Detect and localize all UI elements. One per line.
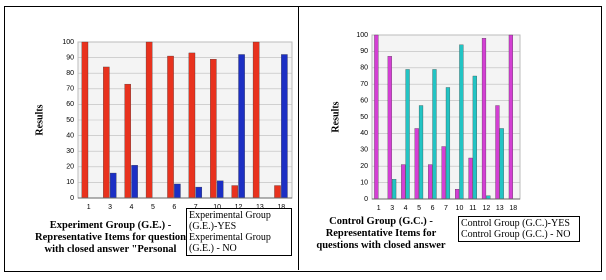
x-tick-label: 1	[377, 205, 381, 212]
y-tick-label: 30	[360, 147, 368, 154]
y-axis-label: Results	[330, 101, 341, 132]
x-axis-title: Experiment Group (G.E.) - Representative…	[35, 220, 186, 255]
y-tick-label: 50	[360, 114, 368, 121]
y-tick-label: 70	[66, 86, 74, 93]
bar	[401, 164, 406, 200]
bar	[414, 128, 419, 200]
bar	[216, 180, 224, 199]
x-tick-label: 13	[496, 205, 504, 212]
y-tick-label: 30	[66, 148, 74, 155]
bar	[81, 41, 89, 199]
bar	[103, 66, 110, 199]
x-tick-label: 6	[431, 205, 435, 212]
bar	[392, 179, 397, 200]
bar	[174, 183, 181, 199]
bar	[231, 185, 238, 199]
x-tick-label: 7	[194, 204, 198, 211]
legend-entry: Control Group (G.C.) - NO	[461, 229, 577, 240]
bar	[472, 75, 477, 200]
bar	[374, 34, 379, 200]
y-tick-label: 0	[70, 195, 74, 202]
x-tick-label: 12	[482, 205, 490, 212]
bar	[481, 38, 487, 200]
x-tick-label: 3	[390, 205, 394, 212]
legend: Experimental Group (G.E.)-YES Experimenta…	[186, 208, 292, 256]
y-tick-label: 20	[360, 163, 368, 170]
bar	[188, 52, 196, 199]
bar	[508, 34, 513, 200]
bar	[195, 186, 203, 199]
bar	[387, 56, 392, 200]
bar	[145, 41, 153, 199]
y-tick-label: 10	[66, 179, 74, 186]
x-tick-label: 10	[213, 204, 221, 211]
y-tick-label: 40	[360, 130, 368, 137]
y-tick-label: 80	[66, 70, 74, 77]
legend-label: Control Group (G.C.) - NO	[461, 229, 571, 240]
y-tick-label: 20	[66, 164, 74, 171]
legend-entry: Experimental Group (G.E.) - NO	[189, 232, 289, 254]
y-tick-label: 100	[356, 32, 368, 39]
legend-label: Experimental Group (G.E.)-YES	[189, 210, 271, 232]
bar	[252, 41, 260, 199]
y-tick-label: 60	[360, 97, 368, 104]
x-tick-label: 13	[256, 204, 264, 211]
y-tick-label: 50	[66, 117, 74, 124]
bar	[432, 69, 437, 200]
bar	[454, 189, 460, 200]
x-tick-label: 18	[509, 205, 517, 212]
bar	[281, 54, 288, 199]
bar	[445, 87, 451, 200]
x-tick-label: 5	[151, 204, 155, 211]
y-tick-label: 90	[360, 48, 368, 55]
x-tick-label: 5	[417, 205, 421, 212]
bar	[238, 54, 245, 199]
bar	[468, 157, 473, 200]
bar	[499, 128, 504, 200]
y-tick-label: 80	[360, 65, 368, 72]
legend-entry: Control Group (G.C.)-YES	[461, 218, 577, 229]
y-tick-label: 90	[66, 54, 74, 61]
bar	[167, 55, 174, 199]
x-tick-label: 4	[404, 205, 408, 212]
x-tick-label: 1	[87, 204, 91, 211]
bar	[405, 69, 410, 200]
y-tick-label: 40	[66, 132, 74, 139]
x-tick-label: 12	[235, 204, 243, 211]
y-axis-label: Results	[34, 104, 45, 135]
y-tick-label: 100	[62, 39, 74, 46]
legend-label: Control Group (G.C.)-YES	[461, 218, 570, 229]
table-frame	[4, 6, 602, 272]
x-tick-label: 10	[456, 205, 464, 212]
cell-divider	[298, 6, 299, 270]
x-tick-label: 11	[469, 205, 476, 212]
x-tick-label: 6	[172, 204, 176, 211]
bar	[131, 165, 138, 199]
bar	[210, 59, 217, 199]
y-tick-label: 10	[360, 179, 368, 186]
x-tick-label: 18	[277, 204, 285, 211]
bar	[124, 83, 131, 199]
x-axis-title: Control Group (G.C.) -Representative Ite…	[316, 216, 446, 251]
bar	[459, 44, 464, 200]
y-tick-label: 60	[66, 101, 74, 108]
bar	[418, 105, 424, 200]
y-tick-label: 0	[364, 196, 368, 203]
bar	[495, 105, 500, 200]
bar	[109, 172, 117, 199]
bar	[274, 185, 281, 199]
legend-entry: Experimental Group (G.E.)-YES	[189, 210, 289, 232]
y-tick-label: 70	[360, 81, 368, 88]
bar	[428, 164, 433, 200]
bar	[441, 146, 446, 200]
x-tick-label: 3	[108, 204, 112, 211]
x-tick-label: 7	[444, 205, 448, 212]
x-tick-label: 4	[130, 204, 134, 211]
legend: Control Group (G.C.)-YES Control Group (G…	[458, 216, 580, 242]
legend-label: Experimental Group (G.E.) - NO	[189, 232, 271, 254]
